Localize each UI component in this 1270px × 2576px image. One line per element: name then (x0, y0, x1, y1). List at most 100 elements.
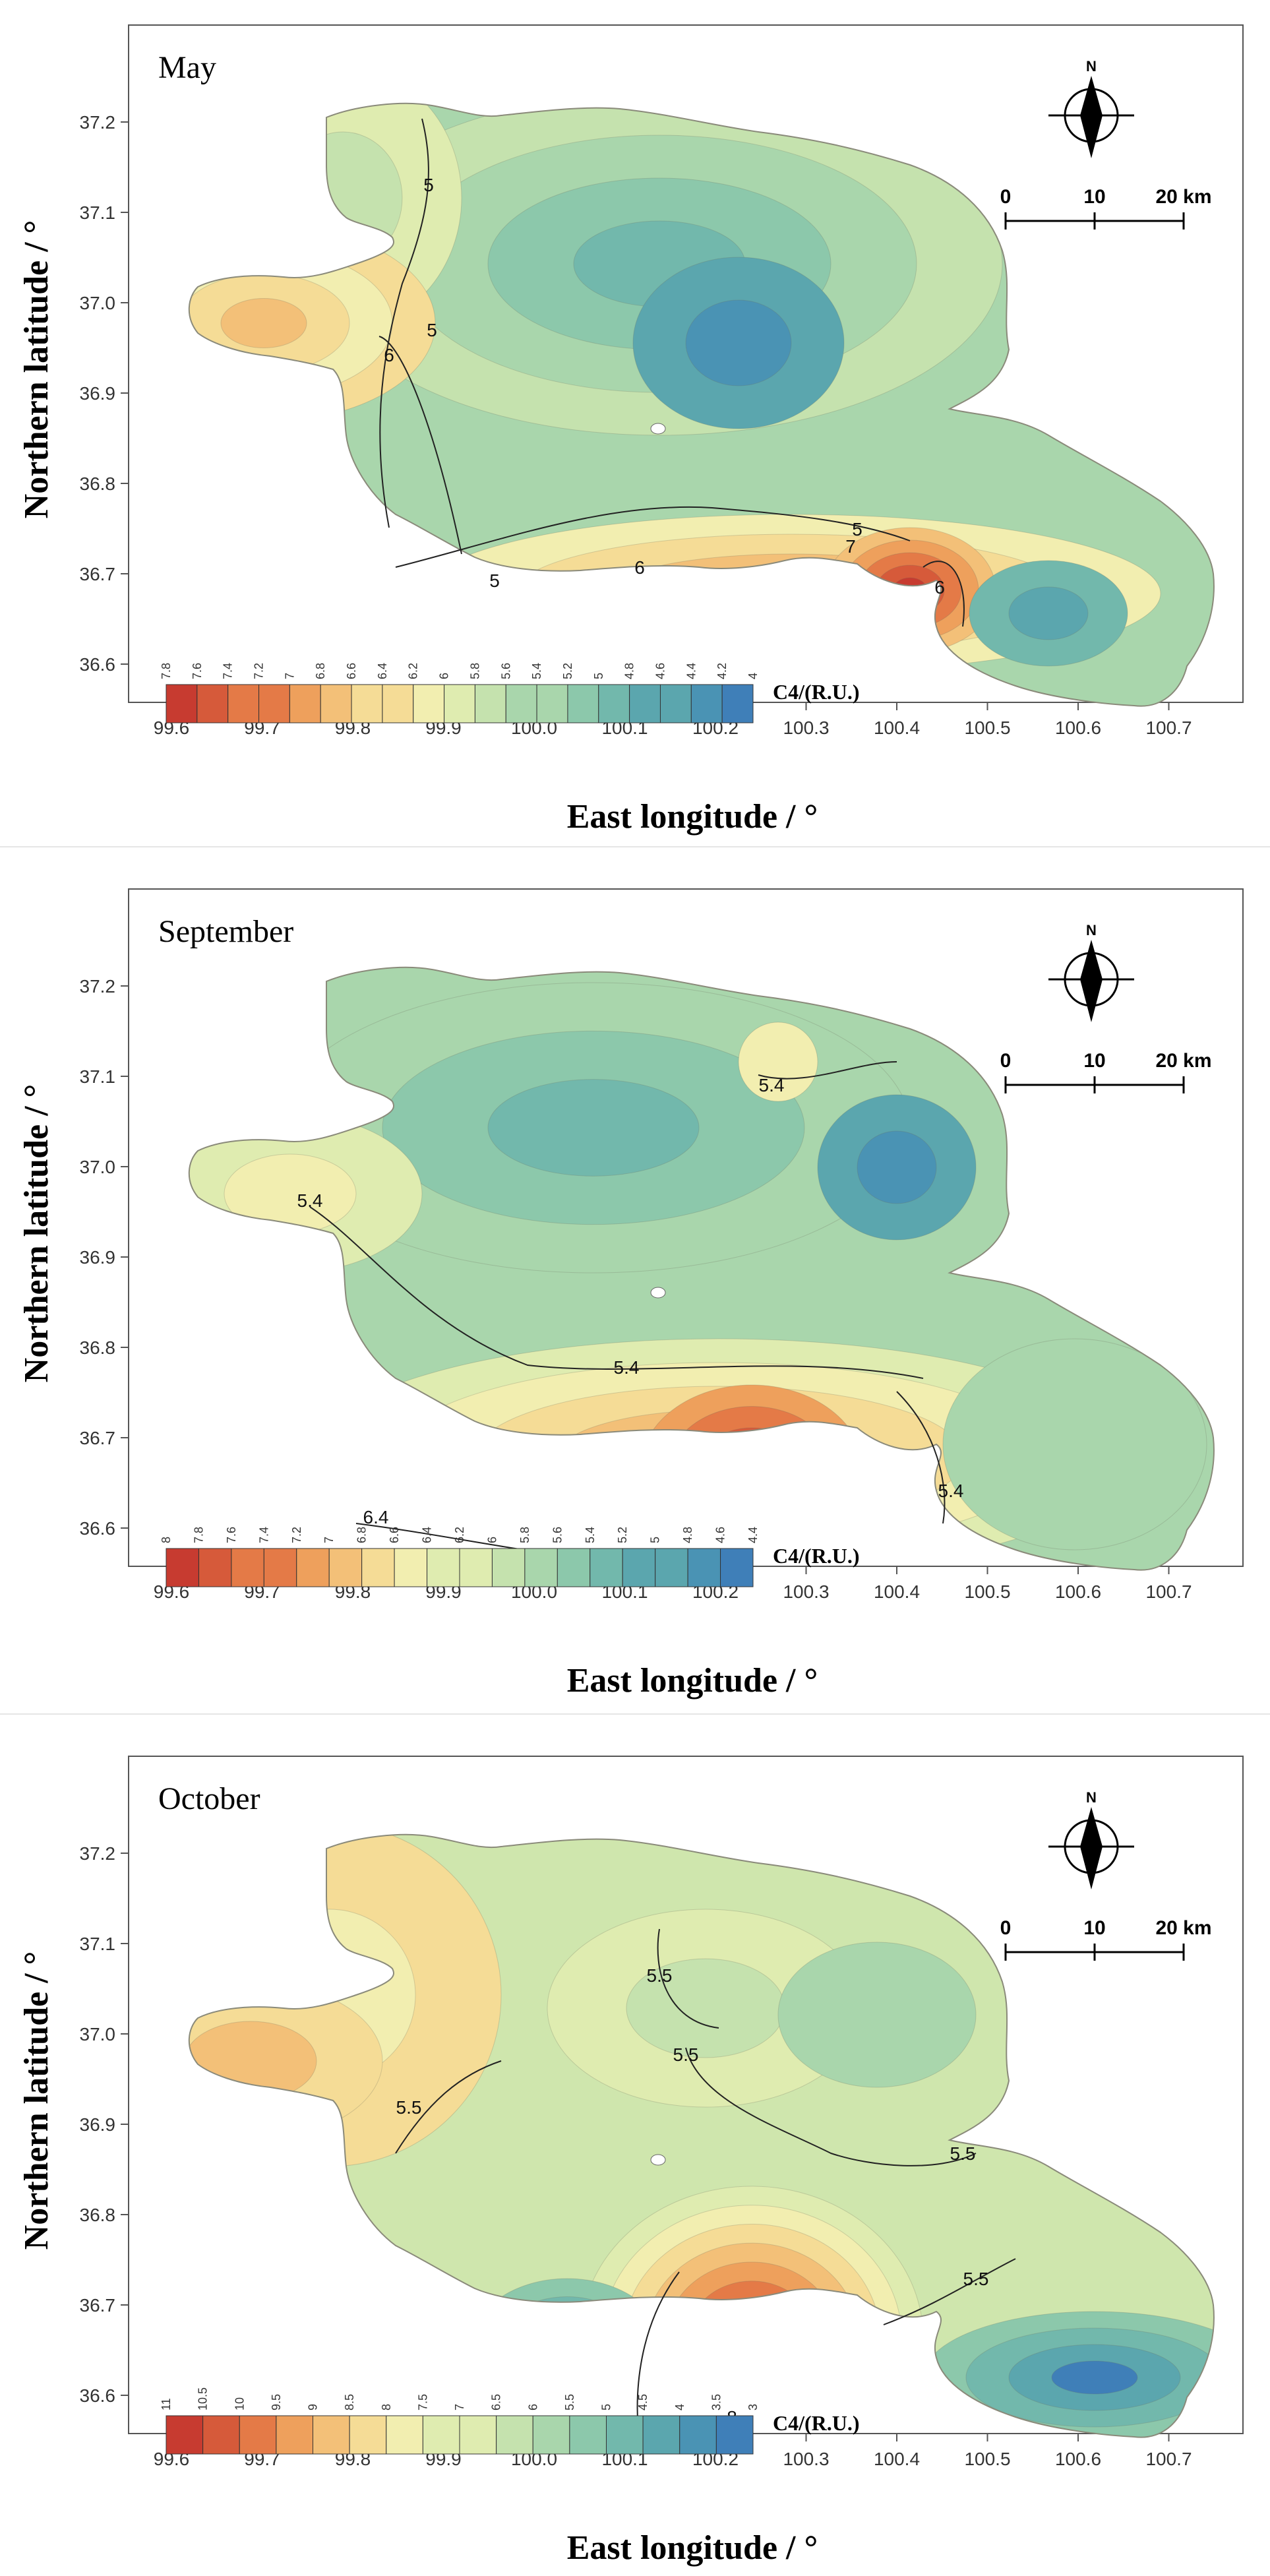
x-tick-label: 100.6 (1055, 1581, 1101, 1602)
legend-value: 6.8 (314, 663, 327, 679)
y-tick-label: 37.1 (80, 1934, 116, 1954)
panel-title: September (158, 914, 293, 949)
legend-swatch (289, 684, 321, 723)
legend-value: 5.2 (561, 663, 574, 679)
legend-swatch (394, 1548, 428, 1587)
legend-value: 7.6 (191, 663, 204, 679)
legend-swatch (444, 684, 475, 723)
svg-text:0: 0 (1000, 1050, 1012, 1072)
legend-value: 5.4 (530, 663, 543, 679)
legend-value: 6.2 (453, 1527, 466, 1543)
legend-value: 5.2 (616, 1527, 629, 1543)
legend-swatch (386, 2415, 423, 2455)
legend-value: 7.2 (290, 1527, 303, 1543)
y-tick-label: 36.9 (80, 1247, 116, 1268)
legend-swatch (655, 1548, 688, 1587)
y-tick-label: 36.6 (80, 1518, 116, 1539)
color-legend: 7.8 7.6 7.4 7.2 7 6.8 6.6 6.4 6.2 6 5.8 5.6 5.4 5.2 5 4… (160, 663, 860, 723)
legend-swatch (532, 2415, 570, 2455)
legend-value: 5.5 (563, 2394, 576, 2410)
legend-swatch (567, 684, 599, 723)
legend-swatch (227, 684, 260, 723)
legend-unit-label: C4/(R.U.) (773, 680, 860, 704)
panel-may: 5 5 6 5 5 6 7 6 May N 0 10 20 km 99.6 99.7 99.8 99.9 100.… (0, 0, 1270, 844)
contour-label: 5.4 (759, 1075, 785, 1095)
y-tick-label: 36.7 (80, 2295, 116, 2315)
legend-value: 5.8 (518, 1527, 531, 1543)
y-axis-title: Northern latitude / ° (18, 1951, 55, 2250)
legend-value: 5.8 (468, 663, 481, 679)
legend-swatch (313, 2415, 350, 2455)
x-axis-title: East longitude / ° (567, 2529, 818, 2567)
x-tick-label: 100.6 (1055, 718, 1101, 738)
north-arrow-icon: N (1048, 922, 1134, 1022)
legend-swatch (413, 684, 445, 723)
x-tick-label: 100.3 (783, 2449, 829, 2469)
color-legend: 8 7.8 7.6 7.4 7.2 7 6.8 6.6 6.4 6.2 6 5.8 5.6 5.4 5.2 5… (160, 1527, 860, 1587)
contour-label: 6 (384, 345, 394, 365)
y-tick-label: 36.8 (80, 1337, 116, 1358)
x-axis-title: East longitude / ° (567, 1662, 818, 1700)
legend-swatch (382, 684, 414, 723)
contour-line (395, 506, 911, 568)
x-tick-label: 100.7 (1145, 2449, 1192, 2469)
x-tick-label: 100.3 (783, 1581, 829, 1602)
legend-swatch (166, 2415, 204, 2455)
legend-value: 5 (592, 673, 605, 679)
legend-value: 8 (380, 2404, 393, 2410)
lake-outline (188, 966, 1215, 1571)
legend-swatch (276, 2415, 313, 2455)
panel-title: May (158, 50, 216, 85)
legend-value: 4.8 (681, 1527, 694, 1543)
legend-swatch (474, 684, 506, 723)
svg-text:10: 10 (1083, 186, 1105, 208)
legend-value: 4 (673, 2404, 686, 2410)
contour-line (378, 336, 462, 555)
legend-swatch (296, 1548, 330, 1587)
svg-text:0: 0 (1000, 186, 1012, 208)
legend-swatch (606, 2415, 644, 2455)
legend-swatch (622, 1548, 656, 1587)
svg-text:N: N (1086, 58, 1097, 75)
contour-line (896, 1391, 946, 1524)
y-tick-label: 37.1 (80, 1066, 116, 1087)
north-arrow-icon: N (1048, 58, 1134, 158)
y-tick-label: 36.6 (80, 654, 116, 675)
legend-swatch (679, 2415, 717, 2455)
legend-value: 4.6 (653, 663, 667, 679)
y-tick-label: 37.1 (80, 202, 116, 223)
legend-value: 4.8 (623, 663, 636, 679)
legend-value: 5.4 (584, 1527, 597, 1543)
contour-label: 5.4 (938, 1481, 964, 1501)
contour-label: 5 (852, 519, 862, 539)
contour-label: 5.4 (297, 1190, 323, 1211)
x-tick-label: 100.5 (964, 1581, 1010, 1602)
legend-value: 7 (283, 673, 296, 679)
y-tick-label: 36.6 (80, 2385, 116, 2406)
legend-value: 6 (485, 1537, 499, 1543)
color-legend: 11 10.5 10 9.5 9 8.5 8 7.5 7 6.5 6 5.5 5 4.5 4 3.5 3 C4/(… (160, 2387, 860, 2455)
island-marker (650, 1287, 666, 1299)
legend-value: 5 (600, 2404, 613, 2410)
legend-value: 6.8 (355, 1527, 369, 1543)
legend-value: 10.5 (197, 2387, 210, 2410)
legend-value: 5.6 (499, 663, 512, 679)
svg-text:10: 10 (1083, 1917, 1105, 1939)
legend-swatch (166, 1548, 199, 1587)
legend-swatch (351, 684, 383, 723)
contour-label: 5 (423, 175, 434, 195)
panel-separator (0, 846, 1270, 847)
legend-value: 7.5 (416, 2394, 429, 2410)
legend-value: 7.8 (192, 1527, 205, 1543)
y-tick-label: 36.7 (80, 564, 116, 584)
legend-value: 6 (438, 673, 451, 679)
legend-swatch (263, 1548, 297, 1587)
y-tick-label: 37.0 (80, 2024, 116, 2044)
svg-text:10: 10 (1083, 1050, 1105, 1072)
legend-swatch (258, 684, 290, 723)
legend-value: 8 (160, 1537, 173, 1543)
y-axis-title: Northern latitude / ° (18, 1084, 55, 1383)
legend-swatch (459, 1548, 493, 1587)
